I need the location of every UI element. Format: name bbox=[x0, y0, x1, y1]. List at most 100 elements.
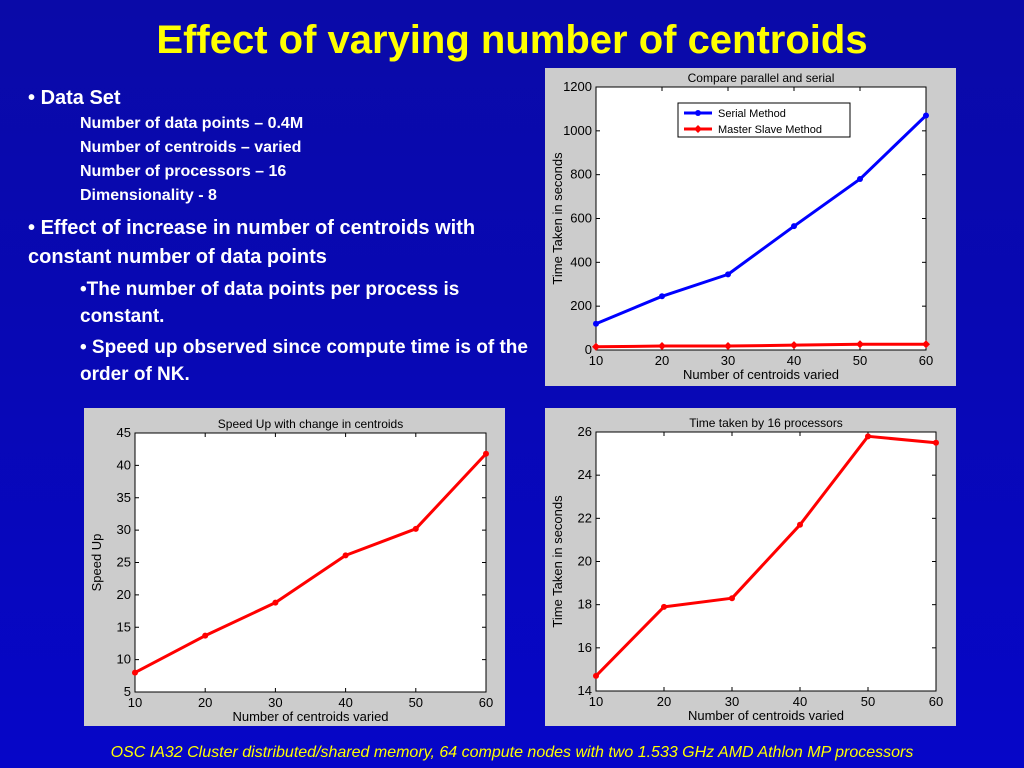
effect-label: Effect of increase in number of centroid… bbox=[28, 217, 476, 268]
x-tick-label: 60 bbox=[919, 353, 933, 368]
y-axis-label: Time Taken in seconds bbox=[550, 152, 565, 285]
chart-compare-parallel-serial: Compare parallel and serial 10 20 30 40 50 60 0… bbox=[545, 68, 956, 386]
data-point bbox=[592, 342, 600, 351]
y-tick-label: 200 bbox=[570, 298, 592, 313]
data-point bbox=[724, 342, 732, 351]
legend-marker bbox=[694, 125, 702, 133]
x-tick-label: 30 bbox=[721, 353, 735, 368]
data-point bbox=[791, 223, 797, 230]
x-tick-label: 40 bbox=[338, 695, 352, 710]
y-tick-label: 600 bbox=[570, 211, 592, 226]
data-point bbox=[593, 320, 599, 327]
chart-speedup-svg: Speed Up with change in centroids 10 20 30 4… bbox=[89, 417, 493, 724]
x-tick-label: 10 bbox=[589, 353, 603, 368]
plot-area bbox=[134, 432, 487, 693]
y-tick-label: 400 bbox=[570, 254, 592, 269]
data-point bbox=[658, 342, 666, 351]
chart-time16-svg: Time taken by 16 processors 10 20 30 40 50 60 1… bbox=[550, 416, 943, 723]
data-point bbox=[797, 521, 803, 528]
x-tick-label: 50 bbox=[409, 695, 423, 710]
data-point bbox=[729, 595, 735, 602]
x-tick-label: 30 bbox=[725, 694, 739, 709]
bullet-data-set: • Data Set bbox=[28, 87, 121, 109]
y-tick-label: 1000 bbox=[563, 123, 592, 138]
x-tick-label: 50 bbox=[861, 694, 875, 709]
data-point bbox=[790, 341, 798, 350]
data-set-label: Data Set bbox=[40, 87, 121, 109]
y-tick-label: 20 bbox=[578, 554, 592, 569]
y-tick-label: 24 bbox=[578, 467, 592, 482]
chart-speed-up: Speed Up with change in centroids 10 20 30 4… bbox=[84, 408, 505, 726]
legend-marker bbox=[695, 110, 701, 116]
legend-box bbox=[677, 102, 851, 138]
data-point bbox=[856, 340, 864, 349]
x-tick-label: 20 bbox=[655, 353, 669, 368]
x-tick-label: 60 bbox=[929, 694, 943, 709]
y-tick-label: 40 bbox=[117, 457, 131, 472]
y-tick-label: 30 bbox=[117, 522, 131, 537]
y-tick-label: 14 bbox=[578, 683, 592, 698]
bullet-list: • Data Set Number of data points – 0.4M … bbox=[28, 84, 543, 388]
data-point bbox=[412, 525, 419, 532]
chart-title: Speed Up with change in centroids bbox=[218, 417, 403, 431]
x-tick-label: 20 bbox=[198, 695, 212, 710]
effect-item: • Speed up observed since compute time i… bbox=[80, 337, 528, 385]
x-tick-label: 40 bbox=[787, 353, 801, 368]
y-tick-label: 35 bbox=[117, 490, 131, 505]
data-point bbox=[659, 293, 665, 300]
x-tick-label: 20 bbox=[657, 694, 671, 709]
y-tick-label: 15 bbox=[117, 619, 131, 634]
x-axis-label: Number of centroids varied bbox=[232, 709, 388, 724]
data-point bbox=[132, 669, 138, 676]
data-point bbox=[922, 340, 930, 349]
x-tick-label: 50 bbox=[853, 353, 867, 368]
x-tick-label: 40 bbox=[793, 694, 807, 709]
data-set-item: Number of processors – 16 bbox=[80, 163, 287, 180]
series-line bbox=[594, 434, 937, 677]
y-tick-label: 22 bbox=[578, 510, 592, 525]
x-tick-label: 30 bbox=[268, 695, 282, 710]
data-point bbox=[725, 271, 731, 278]
legend-label: Serial Method bbox=[718, 108, 786, 120]
y-tick-label: 0 bbox=[585, 342, 592, 357]
data-point bbox=[272, 599, 279, 606]
chart-time-16-processors: Time taken by 16 processors 10 20 30 40 50 60 1… bbox=[545, 408, 956, 726]
chart-title: Compare parallel and serial bbox=[688, 71, 835, 85]
y-tick-label: 10 bbox=[117, 652, 131, 667]
y-tick-label: 26 bbox=[578, 424, 592, 439]
chart-title: Time taken by 16 processors bbox=[689, 416, 843, 430]
data-point bbox=[593, 672, 599, 679]
y-tick-label: 16 bbox=[578, 640, 592, 655]
data-point bbox=[857, 176, 863, 183]
x-tick-label: 60 bbox=[479, 695, 493, 710]
data-point bbox=[661, 603, 667, 610]
x-axis-label: Number of centroids varied bbox=[688, 708, 844, 723]
y-tick-label: 5 bbox=[124, 684, 131, 699]
x-tick-label: 10 bbox=[589, 694, 603, 709]
y-tick-label: 18 bbox=[578, 597, 592, 612]
data-set-item: Number of centroids – varied bbox=[80, 139, 302, 156]
series-line bbox=[134, 452, 488, 674]
slide-title: Effect of varying number of centroids bbox=[156, 18, 868, 62]
footer-note: OSC IA32 Cluster distributed/shared memo… bbox=[110, 744, 914, 761]
series-line bbox=[595, 114, 928, 326]
y-tick-label: 45 bbox=[117, 425, 131, 440]
y-tick-label: 800 bbox=[570, 167, 592, 182]
data-point bbox=[923, 112, 929, 119]
data-set-item: Dimensionality - 8 bbox=[80, 187, 217, 204]
effect-item: •The number of data points per process i… bbox=[80, 279, 460, 327]
data-point bbox=[483, 450, 489, 457]
y-axis-label: Time Taken in seconds bbox=[550, 495, 565, 628]
data-set-item: Number of data points – 0.4M bbox=[80, 115, 304, 132]
data-point bbox=[202, 632, 209, 639]
bullet-effect: • Effect of increase in number of centro… bbox=[28, 217, 476, 268]
y-tick-label: 20 bbox=[117, 587, 131, 602]
x-tick-label: 10 bbox=[128, 695, 142, 710]
y-tick-label: 1200 bbox=[563, 79, 592, 94]
x-axis-label: Number of centroids varied bbox=[683, 367, 839, 382]
data-point bbox=[933, 439, 939, 446]
data-point bbox=[865, 433, 871, 440]
series-line bbox=[595, 342, 926, 349]
data-point bbox=[342, 552, 349, 559]
